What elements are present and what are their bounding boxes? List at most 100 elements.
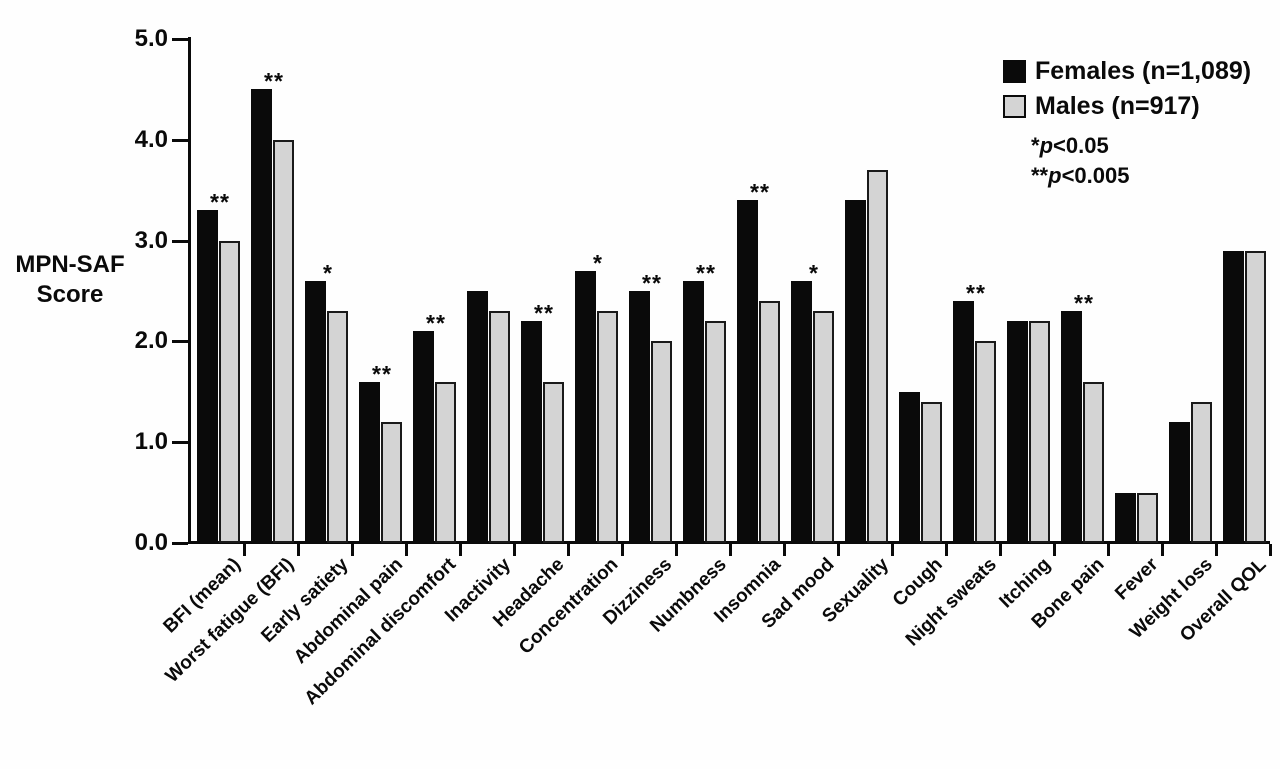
note-p-symbol: p [1039, 133, 1054, 158]
bar-males-abdominal-pain [381, 422, 402, 543]
x-tick-9 [675, 544, 678, 556]
x-category-label-fever: Fever [1111, 554, 1163, 605]
x-tick-6 [513, 544, 516, 556]
significance-marker-early-satiety: * [323, 260, 333, 286]
x-tick-13 [891, 544, 894, 556]
note-stars: * [1031, 133, 1040, 158]
y-tick-1.0 [172, 441, 188, 444]
x-tick-7 [567, 544, 570, 556]
males-swatch [1003, 94, 1026, 118]
bar-females-sexuality [845, 200, 866, 543]
bar-males-bfi-mean [219, 241, 240, 543]
x-tick-20 [1269, 544, 1272, 556]
note-p-less-005: *p<0.05 [1031, 131, 1129, 161]
bar-females-bone-pain [1061, 311, 1082, 543]
y-tick-5.0 [172, 38, 188, 41]
significance-marker-bone-pain: ** [1074, 290, 1094, 316]
bar-males-fever [1137, 493, 1158, 543]
y-axis-title-line2: Score [36, 281, 104, 308]
bar-males-overall-qol [1245, 251, 1266, 543]
bar-males-sad-mood [813, 311, 834, 543]
y-tick-2.0 [172, 340, 188, 343]
bar-males-inactivity [489, 311, 510, 543]
bar-males-worst-fatigue-bfi [273, 140, 294, 543]
significance-notes: *p<0.05 **p<0.005 [1031, 131, 1129, 191]
y-tick-0.0 [172, 542, 188, 545]
note-threshold: <0.05 [1053, 133, 1109, 158]
y-axis-title-line1: MPN-SAF [15, 251, 125, 278]
bar-males-bone-pain [1083, 382, 1104, 543]
legend-label-males: Males (n=917) [1035, 92, 1200, 120]
y-tick-3.0 [172, 240, 188, 243]
bar-males-concentration [597, 311, 618, 543]
bar-females-itching [1007, 321, 1028, 543]
x-tick-1 [243, 544, 246, 556]
x-tick-2 [297, 544, 300, 556]
note-p-symbol: p [1048, 163, 1062, 188]
y-axis-title: MPN-SAF Score [6, 250, 134, 310]
significance-marker-worst-fatigue-bfi: ** [264, 68, 284, 94]
bar-females-numbness [683, 281, 704, 543]
y-tick-label-4.0: 4.0 [134, 126, 168, 153]
bar-females-weight-loss [1169, 422, 1190, 543]
bar-females-worst-fatigue-bfi [251, 89, 272, 543]
legend-label-females: Females (n=1,089) [1035, 57, 1252, 85]
bar-females-insomnia [737, 200, 758, 543]
y-tick-label-5.0: 5.0 [134, 25, 168, 52]
y-tick-label-1.0: 1.0 [134, 428, 168, 455]
significance-marker-bfi-mean: ** [210, 189, 230, 215]
significance-marker-night-sweats: ** [966, 280, 986, 306]
significance-marker-abdominal-pain: ** [372, 361, 392, 387]
bar-females-cough [899, 392, 920, 543]
bar-females-overall-qol [1223, 251, 1244, 543]
significance-marker-insomnia: ** [750, 179, 770, 205]
bar-females-inactivity [467, 291, 488, 543]
bar-females-abdominal-pain [359, 382, 380, 543]
y-tick-label-2.0: 2.0 [134, 327, 168, 354]
note-threshold: <0.005 [1061, 163, 1130, 188]
significance-marker-dizziness: ** [642, 270, 662, 296]
bar-males-dizziness [651, 341, 672, 543]
bar-males-itching [1029, 321, 1050, 543]
bar-females-abdominal-discomfort [413, 331, 434, 543]
y-tick-label-3.0: 3.0 [134, 227, 168, 254]
x-tick-16 [1053, 544, 1056, 556]
significance-marker-abdominal-discomfort: ** [426, 310, 446, 336]
x-tick-17 [1107, 544, 1110, 556]
bar-males-headache [543, 382, 564, 543]
significance-marker-headache: ** [534, 300, 554, 326]
legend-item-females: Females (n=1,089) [1003, 57, 1252, 85]
x-tick-12 [837, 544, 840, 556]
bar-females-concentration [575, 271, 596, 543]
bar-females-sad-mood [791, 281, 812, 543]
legend-item-males: Males (n=917) [1003, 92, 1251, 120]
bar-males-sexuality [867, 170, 888, 543]
x-tick-11 [783, 544, 786, 556]
bar-males-insomnia [759, 301, 780, 543]
bar-females-night-sweats [953, 301, 974, 543]
note-stars: ** [1031, 163, 1049, 188]
legend: Females (n=1,089) Males (n=917) [1003, 57, 1252, 120]
bar-females-bfi-mean [197, 210, 218, 543]
significance-marker-numbness: ** [696, 260, 716, 286]
bar-males-abdominal-discomfort [435, 382, 456, 543]
note-p-less-0005: **p<0.005 [1031, 161, 1129, 191]
x-tick-14 [945, 544, 948, 556]
bar-females-fever [1115, 493, 1136, 543]
x-tick-8 [621, 544, 624, 556]
x-tick-18 [1161, 544, 1164, 556]
bar-females-dizziness [629, 291, 650, 543]
y-tick-label-0.0: 0.0 [134, 529, 168, 556]
x-tick-5 [459, 544, 462, 556]
bar-males-numbness [705, 321, 726, 543]
x-tick-4 [405, 544, 408, 556]
bar-males-weight-loss [1191, 402, 1212, 543]
bar-males-night-sweats [975, 341, 996, 543]
bar-males-early-satiety [327, 311, 348, 543]
y-axis-line [188, 37, 191, 544]
bar-females-headache [521, 321, 542, 543]
significance-marker-sad-mood: * [809, 260, 819, 286]
females-swatch [1003, 59, 1026, 83]
x-axis-line [188, 541, 1270, 544]
